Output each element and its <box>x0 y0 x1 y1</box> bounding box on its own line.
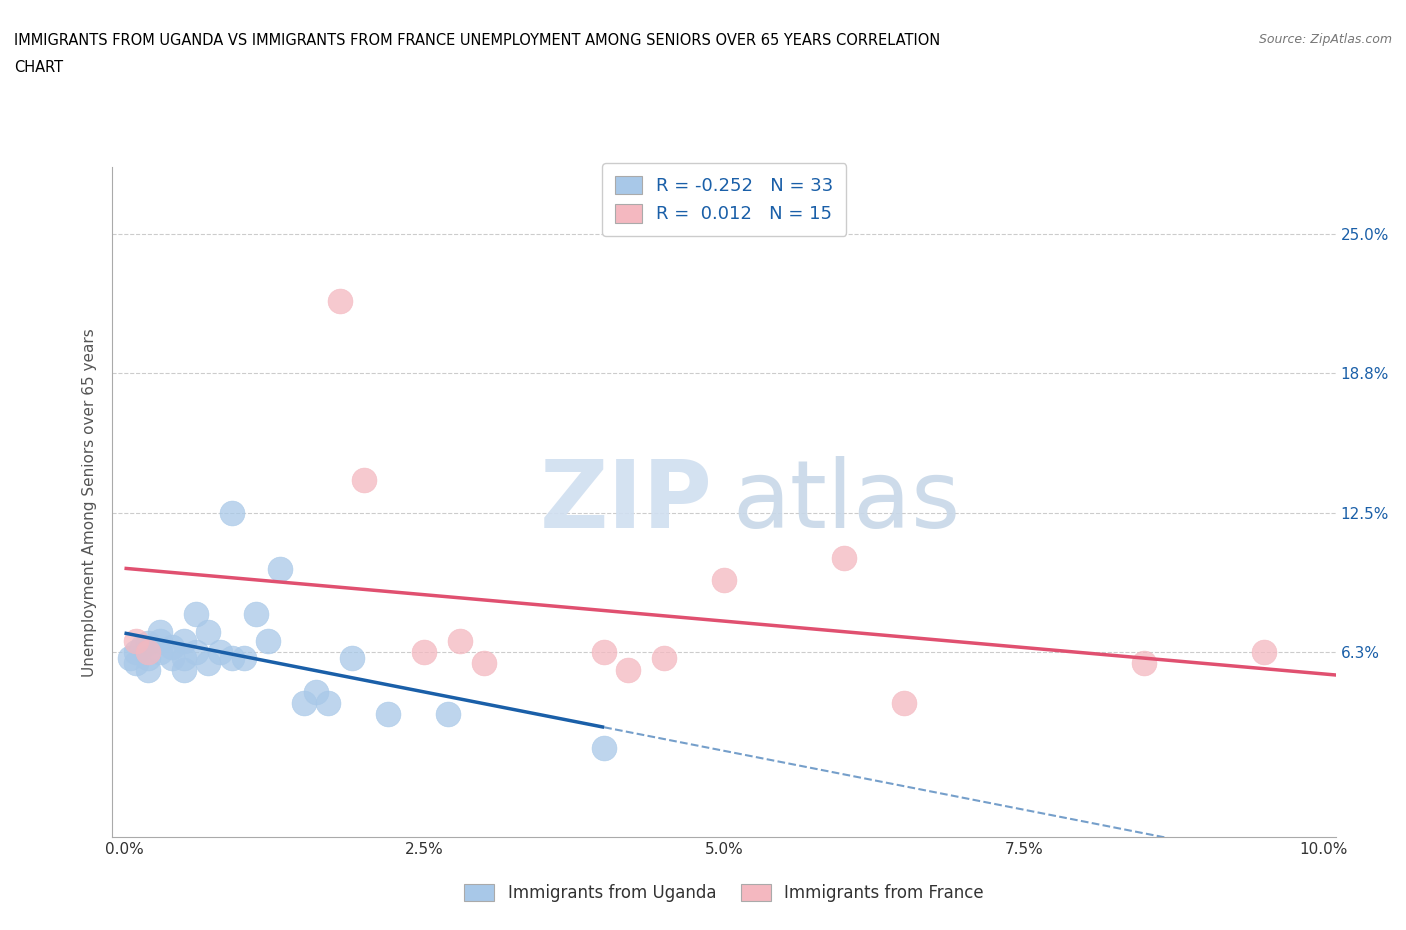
Legend: Immigrants from Uganda, Immigrants from France: Immigrants from Uganda, Immigrants from … <box>457 878 991 909</box>
Point <box>305 684 328 699</box>
Point <box>893 696 915 711</box>
Point <box>120 651 142 666</box>
Point <box>209 644 232 659</box>
Point <box>617 662 640 677</box>
Point <box>269 562 291 577</box>
Point <box>162 640 184 655</box>
Point <box>221 651 243 666</box>
Point <box>342 651 364 666</box>
Point <box>292 696 315 711</box>
Point <box>257 633 280 648</box>
Text: CHART: CHART <box>14 60 63 75</box>
Point <box>593 644 616 659</box>
Point <box>149 633 172 648</box>
Text: IMMIGRANTS FROM UGANDA VS IMMIGRANTS FROM FRANCE UNEMPLOYMENT AMONG SENIORS OVER: IMMIGRANTS FROM UGANDA VS IMMIGRANTS FRO… <box>14 33 941 47</box>
Point <box>125 633 148 648</box>
Point <box>138 651 160 666</box>
Point <box>329 294 352 309</box>
Point <box>713 573 735 588</box>
Point <box>413 644 436 659</box>
Point <box>125 644 148 659</box>
Point <box>173 662 195 677</box>
Text: atlas: atlas <box>733 457 960 548</box>
Point <box>449 633 471 648</box>
Point <box>149 624 172 639</box>
Point <box>186 644 208 659</box>
Point <box>149 644 172 659</box>
Point <box>437 707 460 722</box>
Point <box>832 551 855 565</box>
Point <box>652 651 675 666</box>
Point <box>197 624 219 639</box>
Point <box>593 740 616 755</box>
Point <box>221 506 243 521</box>
Point <box>472 656 495 671</box>
Point <box>138 662 160 677</box>
Point <box>318 696 340 711</box>
Point <box>353 472 375 487</box>
Point <box>377 707 399 722</box>
Point <box>245 606 267 621</box>
Point <box>125 656 148 671</box>
Text: ZIP: ZIP <box>540 457 713 548</box>
Point <box>173 633 195 648</box>
Text: Source: ZipAtlas.com: Source: ZipAtlas.com <box>1258 33 1392 46</box>
Point <box>197 656 219 671</box>
Point <box>233 651 256 666</box>
Point <box>162 651 184 666</box>
Point <box>1133 656 1156 671</box>
Point <box>138 635 160 650</box>
Point <box>131 640 153 655</box>
Point <box>1253 644 1275 659</box>
Point <box>186 606 208 621</box>
Y-axis label: Unemployment Among Seniors over 65 years: Unemployment Among Seniors over 65 years <box>82 328 97 677</box>
Point <box>173 651 195 666</box>
Point <box>138 644 160 659</box>
